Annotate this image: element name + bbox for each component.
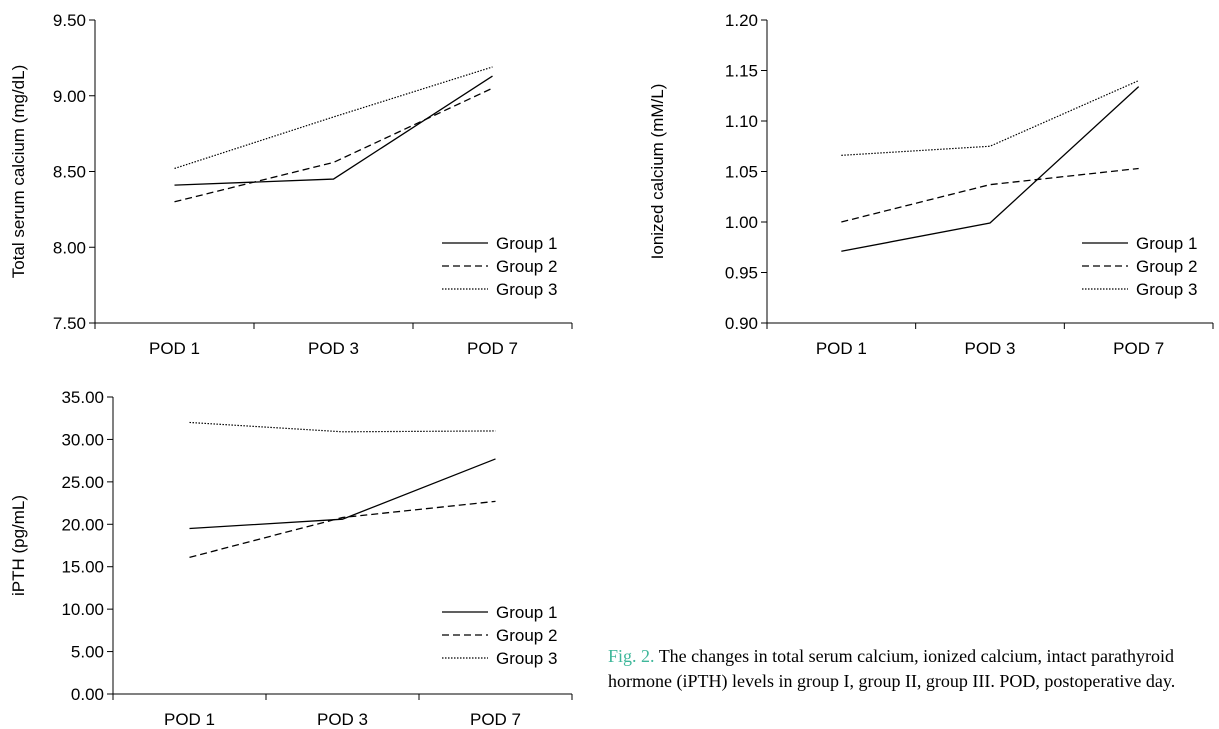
y-tick-label: 5.00	[71, 643, 104, 662]
series-line-group-1	[174, 75, 493, 186]
total-serum-calcium-chart: 7.50 8.00 8.50 9.00 9.50 POD 1 POD 3 POD 7 Total…	[9, 11, 573, 358]
y-tick-label: 7.50	[53, 314, 86, 333]
y-tick-label: 30.00	[61, 430, 104, 449]
series-line-group-3	[841, 80, 1139, 156]
y-tick-label: 8.00	[53, 238, 86, 257]
y-tick-label: 0.90	[725, 314, 758, 333]
y-tick-label: 1.05	[725, 163, 758, 182]
y-axis-label: iPTH (pg/mL)	[9, 495, 28, 596]
ipth-chart: 0.00 5.00 10.00 15.00 20.00 25.00 30.00 35.00 PO…	[9, 388, 573, 729]
legend-label: Group 2	[496, 257, 557, 276]
legend-label: Group 2	[496, 626, 557, 645]
y-tick-label: 8.50	[53, 163, 86, 182]
y-tick-label: 0.95	[725, 264, 758, 283]
legend-label: Group 1	[496, 603, 557, 622]
series-line-group-3	[189, 421, 496, 433]
y-tick-label: 9.00	[53, 87, 86, 106]
x-tick-label: POD 7	[1113, 339, 1164, 358]
legend-label: Group 1	[1136, 234, 1197, 253]
series-line-group-3	[174, 66, 493, 170]
figure-label: Fig. 2.	[608, 646, 655, 666]
y-tick-label: 20.00	[61, 515, 104, 534]
x-tick-label: POD 1	[149, 339, 200, 358]
y-axis-label: Total serum calcium (mg/dL)	[9, 65, 28, 279]
legend-label: Group 3	[496, 280, 557, 299]
y-tick-label: 10.00	[61, 600, 104, 619]
figure-caption: Fig. 2. The changes in total serum calci…	[608, 644, 1213, 694]
legend-label: Group 3	[1136, 280, 1197, 299]
series-line-group-2	[189, 500, 496, 559]
y-tick-label: 1.15	[725, 62, 758, 81]
y-tick-label: 0.00	[71, 685, 104, 704]
y-tick-label: 9.50	[53, 11, 86, 30]
x-tick-label: POD 3	[308, 339, 359, 358]
caption-text: The changes in total serum calcium, ioni…	[608, 646, 1176, 691]
legend-label: Group 2	[1136, 257, 1197, 276]
series-line-group-1	[841, 86, 1140, 252]
y-tick-label: 1.20	[725, 11, 758, 30]
legend-label: Group 3	[496, 649, 557, 668]
y-tick-label: 35.00	[61, 388, 104, 407]
series-line-group-2	[174, 87, 493, 203]
x-tick-label: POD 7	[470, 710, 521, 729]
y-tick-label: 1.00	[725, 213, 758, 232]
y-tick-label: 15.00	[61, 558, 104, 577]
legend-label: Group 1	[496, 234, 557, 253]
x-tick-label: POD 3	[317, 710, 368, 729]
x-tick-label: POD 1	[816, 339, 867, 358]
y-axis-label: Ionized calcium (mM/L)	[648, 84, 667, 260]
x-tick-label: POD 1	[164, 710, 215, 729]
y-tick-label: 1.10	[725, 112, 758, 131]
x-tick-label: POD 7	[467, 339, 518, 358]
y-tick-label: 25.00	[61, 473, 104, 492]
series-line-group-2	[841, 167, 1139, 223]
x-tick-label: POD 3	[964, 339, 1015, 358]
ionized-calcium-chart: 0.90 0.95 1.00 1.05 1.10 1.15 1.20 POD 1 POD 3 PO…	[648, 11, 1214, 358]
series-line-group-1	[189, 458, 496, 530]
